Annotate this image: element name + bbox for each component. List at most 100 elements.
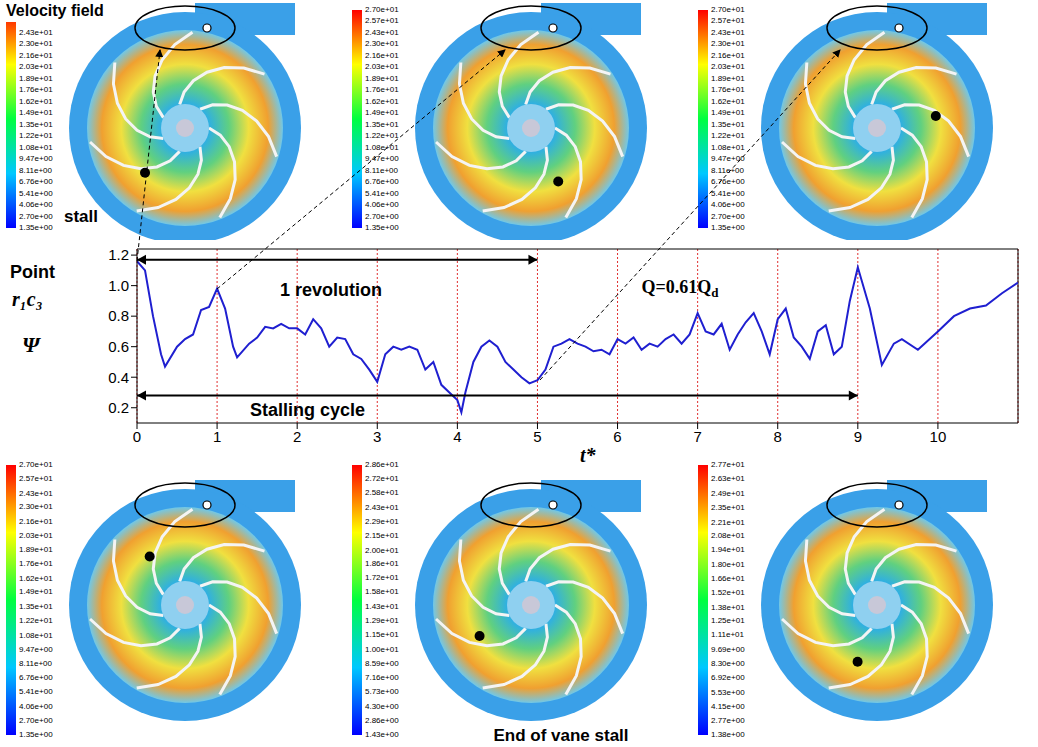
svg-text:2.00e+01: 2.00e+01 [365, 546, 399, 555]
svg-text:2.57e+01: 2.57e+01 [19, 474, 53, 483]
svg-text:1.35e+00: 1.35e+00 [711, 223, 745, 232]
svg-text:1.52e+01: 1.52e+01 [711, 588, 745, 597]
svg-text:1.22e+01: 1.22e+01 [19, 616, 53, 625]
svg-text:4.06e+00: 4.06e+00 [365, 200, 399, 209]
svg-text:2: 2 [293, 428, 301, 445]
svg-text:4.06e+00: 4.06e+00 [19, 702, 53, 711]
svg-text:1.89e+01: 1.89e+01 [19, 545, 53, 554]
svg-text:1.29e+01: 1.29e+01 [365, 616, 399, 625]
svg-text:6.76e+00: 6.76e+00 [711, 177, 745, 186]
svg-text:0.4: 0.4 [108, 369, 129, 386]
svg-text:1.25e+01: 1.25e+01 [711, 616, 745, 625]
svg-text:1.58e+01: 1.58e+01 [365, 587, 399, 596]
svg-text:2.43e+01: 2.43e+01 [711, 28, 745, 37]
svg-text:1.35e+00: 1.35e+00 [19, 730, 53, 739]
svg-text:1.62e+01: 1.62e+01 [365, 97, 399, 106]
svg-text:1.35e+01: 1.35e+01 [711, 120, 745, 129]
svg-text:1.08e+01: 1.08e+01 [19, 631, 53, 640]
svg-text:1.49e+01: 1.49e+01 [19, 108, 53, 117]
svg-text:2.16e+01: 2.16e+01 [711, 51, 745, 60]
svg-text:7: 7 [693, 428, 701, 445]
svg-text:2.30e+01: 2.30e+01 [19, 502, 53, 511]
svg-text:4.30e+00: 4.30e+00 [365, 702, 399, 711]
svg-text:2.86e+00: 2.86e+00 [365, 716, 399, 725]
svg-text:Q=0.61Qd: Q=0.61Qd [642, 277, 720, 300]
svg-text:1.08e+01: 1.08e+01 [19, 143, 53, 152]
svg-text:1.43e+00: 1.43e+00 [365, 730, 399, 739]
svg-text:1.0: 1.0 [108, 277, 129, 294]
svg-text:1.22e+01: 1.22e+01 [711, 131, 745, 140]
svg-text:2.16e+01: 2.16e+01 [19, 51, 53, 60]
svg-text:1.22e+01: 1.22e+01 [365, 131, 399, 140]
svg-text:1.62e+01: 1.62e+01 [711, 97, 745, 106]
svg-text:2.70e+00: 2.70e+00 [711, 212, 745, 221]
svg-text:2.57e+01: 2.57e+01 [365, 16, 399, 25]
svg-text:1.89e+01: 1.89e+01 [711, 74, 745, 83]
svg-text:8: 8 [774, 428, 782, 445]
svg-text:1.89e+01: 1.89e+01 [19, 74, 53, 83]
svg-text:stall: stall [64, 207, 98, 226]
svg-text:1.49e+01: 1.49e+01 [365, 108, 399, 117]
svg-text:1.00e+01: 1.00e+01 [365, 645, 399, 654]
svg-text:5.41e+00: 5.41e+00 [711, 189, 745, 198]
svg-text:1.38e+01: 1.38e+01 [711, 603, 745, 612]
svg-text:2.70e+01: 2.70e+01 [711, 5, 745, 14]
svg-text:8.11e+00: 8.11e+00 [19, 166, 53, 175]
svg-text:0: 0 [133, 428, 141, 445]
svg-text:6: 6 [613, 428, 621, 445]
svg-text:2.63e+01: 2.63e+01 [711, 474, 745, 483]
svg-text:2.03e+01: 2.03e+01 [711, 62, 745, 71]
svg-text:1.35e+00: 1.35e+00 [365, 223, 399, 232]
svg-text:2.49e+01: 2.49e+01 [711, 489, 745, 498]
svg-text:10: 10 [930, 428, 947, 445]
svg-text:2.30e+01: 2.30e+01 [365, 39, 399, 48]
svg-text:1.94e+01: 1.94e+01 [711, 545, 745, 554]
svg-text:Stalling cycle: Stalling cycle [250, 400, 365, 420]
svg-text:2.03e+01: 2.03e+01 [365, 62, 399, 71]
svg-text:9.69e+00: 9.69e+00 [711, 645, 745, 654]
svg-text:1.62e+01: 1.62e+01 [19, 97, 53, 106]
svg-text:9.47e+00: 9.47e+00 [19, 645, 53, 654]
svg-text:2.16e+01: 2.16e+01 [19, 517, 53, 526]
svg-text:2.43e+01: 2.43e+01 [19, 28, 53, 37]
svg-text:4.15e+00: 4.15e+00 [711, 702, 745, 711]
svg-text:2.43e+01: 2.43e+01 [365, 28, 399, 37]
svg-text:2.57e+01: 2.57e+01 [711, 16, 745, 25]
svg-text:1.11e+01: 1.11e+01 [711, 630, 745, 639]
svg-text:8.30e+00: 8.30e+00 [711, 659, 745, 668]
svg-text:9.47e+00: 9.47e+00 [365, 154, 399, 163]
svg-text:2.35e+01: 2.35e+01 [711, 503, 745, 512]
svg-text:1.22e+01: 1.22e+01 [19, 131, 53, 140]
svg-text:1: 1 [213, 428, 221, 445]
svg-text:9: 9 [854, 428, 862, 445]
svg-text:1.76e+01: 1.76e+01 [19, 559, 53, 568]
svg-text:2.70e+01: 2.70e+01 [19, 460, 53, 469]
svg-text:6.76e+00: 6.76e+00 [19, 673, 53, 682]
svg-text:2.30e+01: 2.30e+01 [19, 39, 53, 48]
svg-text:2.29e+01: 2.29e+01 [365, 517, 399, 526]
svg-text:9.47e+00: 9.47e+00 [711, 154, 745, 163]
svg-text:1.35e+01: 1.35e+01 [19, 120, 53, 129]
svg-text:0.2: 0.2 [108, 399, 129, 416]
svg-text:1.38e+00: 1.38e+00 [711, 730, 745, 739]
svg-text:2.43e+01: 2.43e+01 [365, 503, 399, 512]
svg-text:1.08e+01: 1.08e+01 [711, 143, 745, 152]
svg-text:2.58e+01: 2.58e+01 [365, 488, 399, 497]
svg-text:1.15e+01: 1.15e+01 [365, 630, 399, 639]
svg-text:2.15e+01: 2.15e+01 [365, 531, 399, 540]
svg-text:2.70e+00: 2.70e+00 [19, 716, 53, 725]
svg-text:1.35e+00: 1.35e+00 [19, 223, 53, 232]
svg-text:2.70e+00: 2.70e+00 [19, 212, 53, 221]
svg-text:3: 3 [373, 428, 381, 445]
svg-text:1.35e+01: 1.35e+01 [19, 602, 53, 611]
svg-text:2.86e+01: 2.86e+01 [365, 460, 399, 469]
svg-text:1.80e+01: 1.80e+01 [711, 560, 745, 569]
svg-text:2.43e+01: 2.43e+01 [19, 489, 53, 498]
svg-text:2.16e+01: 2.16e+01 [365, 51, 399, 60]
svg-text:1.49e+01: 1.49e+01 [711, 108, 745, 117]
svg-text:4: 4 [453, 428, 461, 445]
svg-text:2.03e+01: 2.03e+01 [19, 531, 53, 540]
svg-text:6.76e+00: 6.76e+00 [19, 177, 53, 186]
svg-text:2.77e+01: 2.77e+01 [711, 460, 745, 469]
svg-text:1.35e+01: 1.35e+01 [365, 120, 399, 129]
